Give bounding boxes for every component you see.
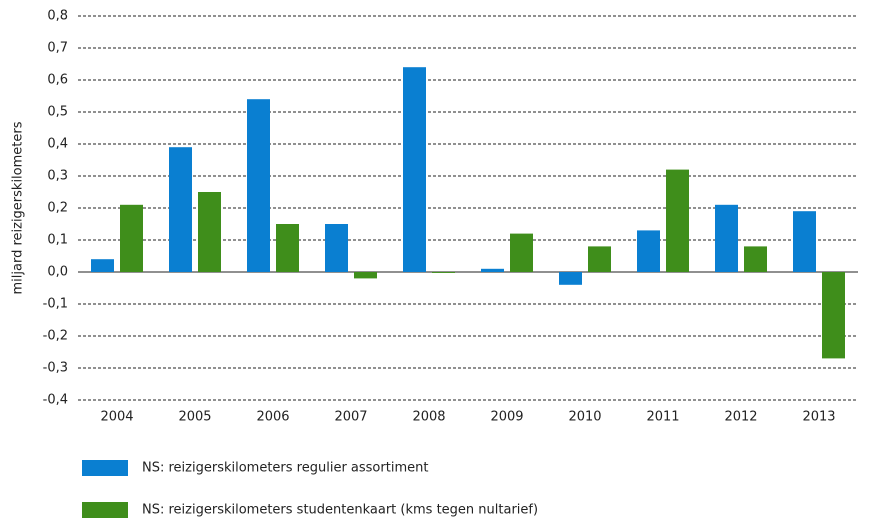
x-tick-label: 2011 <box>646 410 679 425</box>
bar <box>481 268 504 272</box>
bar <box>744 246 767 272</box>
legend-swatch <box>82 502 128 518</box>
bar <box>510 233 533 272</box>
bar <box>403 67 426 272</box>
bar <box>432 272 455 273</box>
x-tick-label: 2007 <box>334 410 367 425</box>
y-axis-label: miljard reizigerskilometers <box>11 121 26 294</box>
legend-label: NS: reizigerskilometers regulier assorti… <box>142 461 428 476</box>
bar <box>637 230 660 272</box>
bar <box>91 259 114 272</box>
x-tick-label: 2005 <box>178 410 211 425</box>
y-tick-label: 0,4 <box>47 137 68 152</box>
y-tick-label: 0,2 <box>47 201 68 216</box>
bar <box>120 204 143 272</box>
bar <box>793 211 816 272</box>
y-tick-label: -0,2 <box>43 329 68 344</box>
y-tick-label: -0,1 <box>43 297 68 312</box>
legend-swatch <box>82 460 128 476</box>
x-tick-label: 2008 <box>412 410 445 425</box>
bar <box>276 224 299 272</box>
bar <box>559 272 582 285</box>
x-tick-label: 2009 <box>490 410 523 425</box>
y-tick-label: 0,1 <box>47 233 68 248</box>
y-tick-label: 0,3 <box>47 169 68 184</box>
y-tick-label: 0,5 <box>47 105 68 120</box>
y-tick-label: 0,7 <box>47 41 68 56</box>
y-tick-label: -0,4 <box>43 393 68 408</box>
y-tick-label: 0,6 <box>47 73 68 88</box>
bar <box>198 192 221 272</box>
x-tick-label: 2013 <box>802 410 835 425</box>
x-tick-label: 2006 <box>256 410 289 425</box>
x-tick-label: 2010 <box>568 410 601 425</box>
y-tick-label: 0,0 <box>47 265 68 280</box>
x-tick-label: 2004 <box>100 410 133 425</box>
bar <box>325 224 348 272</box>
bar <box>354 272 377 279</box>
bar <box>588 246 611 272</box>
bar <box>822 272 845 359</box>
x-tick-label: 2012 <box>724 410 757 425</box>
legend-label: NS: reizigerskilometers studentenkaart (… <box>142 503 538 518</box>
y-tick-label: -0,3 <box>43 361 68 376</box>
bar <box>169 147 192 272</box>
y-tick-label: 0,8 <box>47 9 68 24</box>
bar <box>247 99 270 272</box>
bar <box>715 204 738 272</box>
bar <box>666 169 689 272</box>
